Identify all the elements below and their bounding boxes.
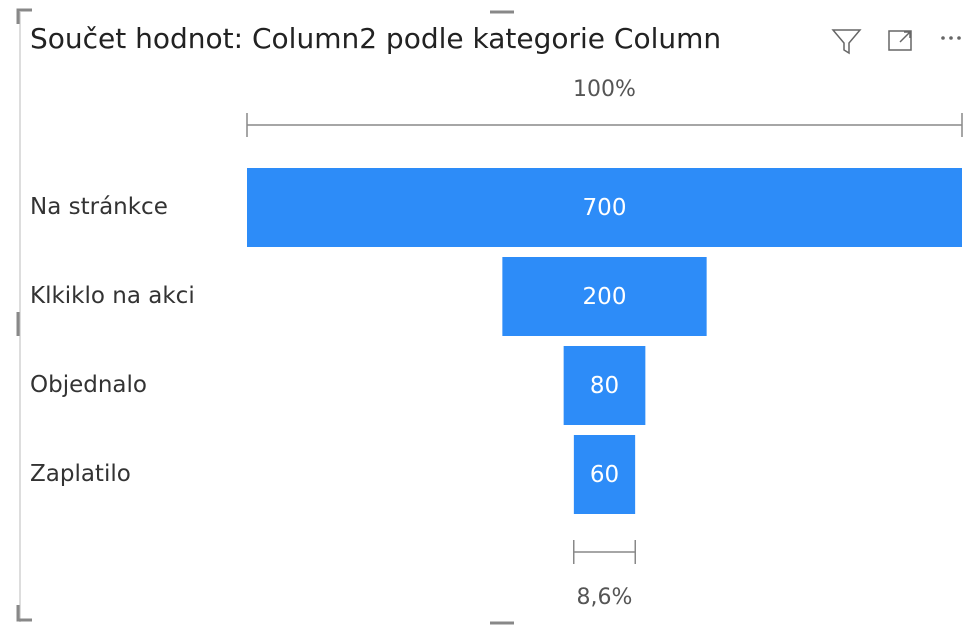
category-label: Klkiklo na akci [30,283,195,309]
focus-icon[interactable] [888,30,912,51]
funnel-bar [563,346,646,425]
filter-icon[interactable] [831,29,862,55]
category-label: Na stránkce [30,194,168,220]
category-label: Zaplatilo [30,461,131,487]
funnel-bar [502,257,707,336]
percent-label: 8,6% [577,585,633,610]
more-icon[interactable] [941,36,961,40]
frame [16,8,514,625]
category-label: Objednalo [30,372,147,398]
value-label: 60 [590,462,619,488]
value-label: 700 [583,195,627,221]
funnel-bar [573,435,636,514]
percent-label: 100% [573,77,636,102]
value-label: 200 [583,284,627,310]
value-label: 80 [590,373,619,399]
chart-title: Součet hodnot: Column2 podle kategorie C… [30,22,721,55]
funnel-bar [247,168,962,247]
